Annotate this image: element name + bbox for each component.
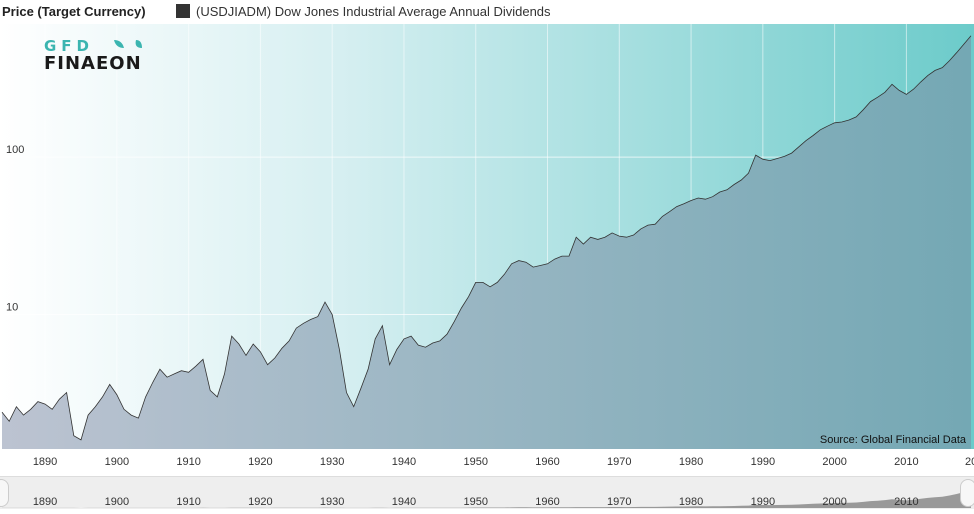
x-tick-label: 1980 (679, 456, 703, 468)
x-tick-label: 1910 (176, 456, 200, 468)
x-tick-label: 2000 (822, 456, 846, 468)
navigator-tick-label: 2010 (894, 496, 918, 508)
x-tick-label: 1990 (751, 456, 775, 468)
legend-swatch[interactable] (176, 4, 190, 18)
logo-gfd-text: GFD (44, 37, 94, 55)
navigator-tick-label: 1970 (607, 496, 631, 508)
dividend-area (2, 35, 971, 449)
navigator-left-handle[interactable] (0, 479, 9, 507)
navigator-area (2, 490, 971, 508)
navigator-bar[interactable]: 1890 1900 1910 1920 1930 1940 1950 1960 1970 1980… (0, 476, 974, 509)
navigator-tick-label: 1890 (33, 496, 57, 508)
x-tick-label: 1970 (607, 456, 631, 468)
navigator-tick-label: 1990 (751, 496, 775, 508)
chart-plot-area[interactable]: 100 10 1890 1900 1910 1920 1930 1940 1950 1960 19… (0, 24, 974, 476)
x-tick-label: 1890 (33, 456, 57, 468)
y-tick-label: 100 (6, 144, 24, 156)
navigator-tick-label: 1900 (105, 496, 129, 508)
navigator-tick-label: 2000 (822, 496, 846, 508)
legend-label[interactable]: (USDJIADM) Dow Jones Industrial Average … (196, 4, 551, 19)
navigator-tick-label: 1940 (392, 496, 416, 508)
x-tick-label: 2010 (894, 456, 918, 468)
leaf-icon (114, 40, 142, 48)
x-axis: 1890 1900 1910 1920 1930 1940 1950 1960 1970 1980… (33, 456, 974, 468)
y-axis: 100 10 (6, 144, 24, 313)
x-tick-label: 20 (965, 456, 974, 468)
y-axis-title: Price (Target Currency) (2, 4, 146, 19)
source-credit: Source: Global Financial Data (819, 434, 966, 446)
navigator-tick-label: 1930 (320, 496, 344, 508)
navigator-tick-label: 1960 (535, 496, 559, 508)
x-tick-label: 1960 (535, 456, 559, 468)
x-tick-label: 1920 (248, 456, 272, 468)
dividend-line (1, 35, 972, 441)
navigator-axis: 1890 1900 1910 1920 1930 1940 1950 1960 1970 1980… (33, 496, 919, 508)
navigator-chart[interactable]: 1890 1900 1910 1920 1930 1940 1950 1960 1970 1980… (0, 477, 974, 509)
navigator-tick-label: 1980 (679, 496, 703, 508)
chart-header: Price (Target Currency) (USDJIADM) Dow J… (0, 0, 974, 24)
x-tick-label: 1940 (392, 456, 416, 468)
navigator-tick-label: 1950 (463, 496, 487, 508)
x-tick-label: 1950 (463, 456, 487, 468)
y-tick-label: 10 (6, 302, 18, 314)
navigator-tick-label: 1910 (176, 496, 200, 508)
logo-finaeon-text: FINAEON (44, 53, 142, 72)
x-tick-label: 1930 (320, 456, 344, 468)
gfd-finaeon-logo: GFD FINAEON (44, 36, 179, 74)
x-tick-label: 1900 (105, 456, 129, 468)
navigator-tick-label: 1920 (248, 496, 272, 508)
navigator-right-handle[interactable] (960, 479, 974, 507)
